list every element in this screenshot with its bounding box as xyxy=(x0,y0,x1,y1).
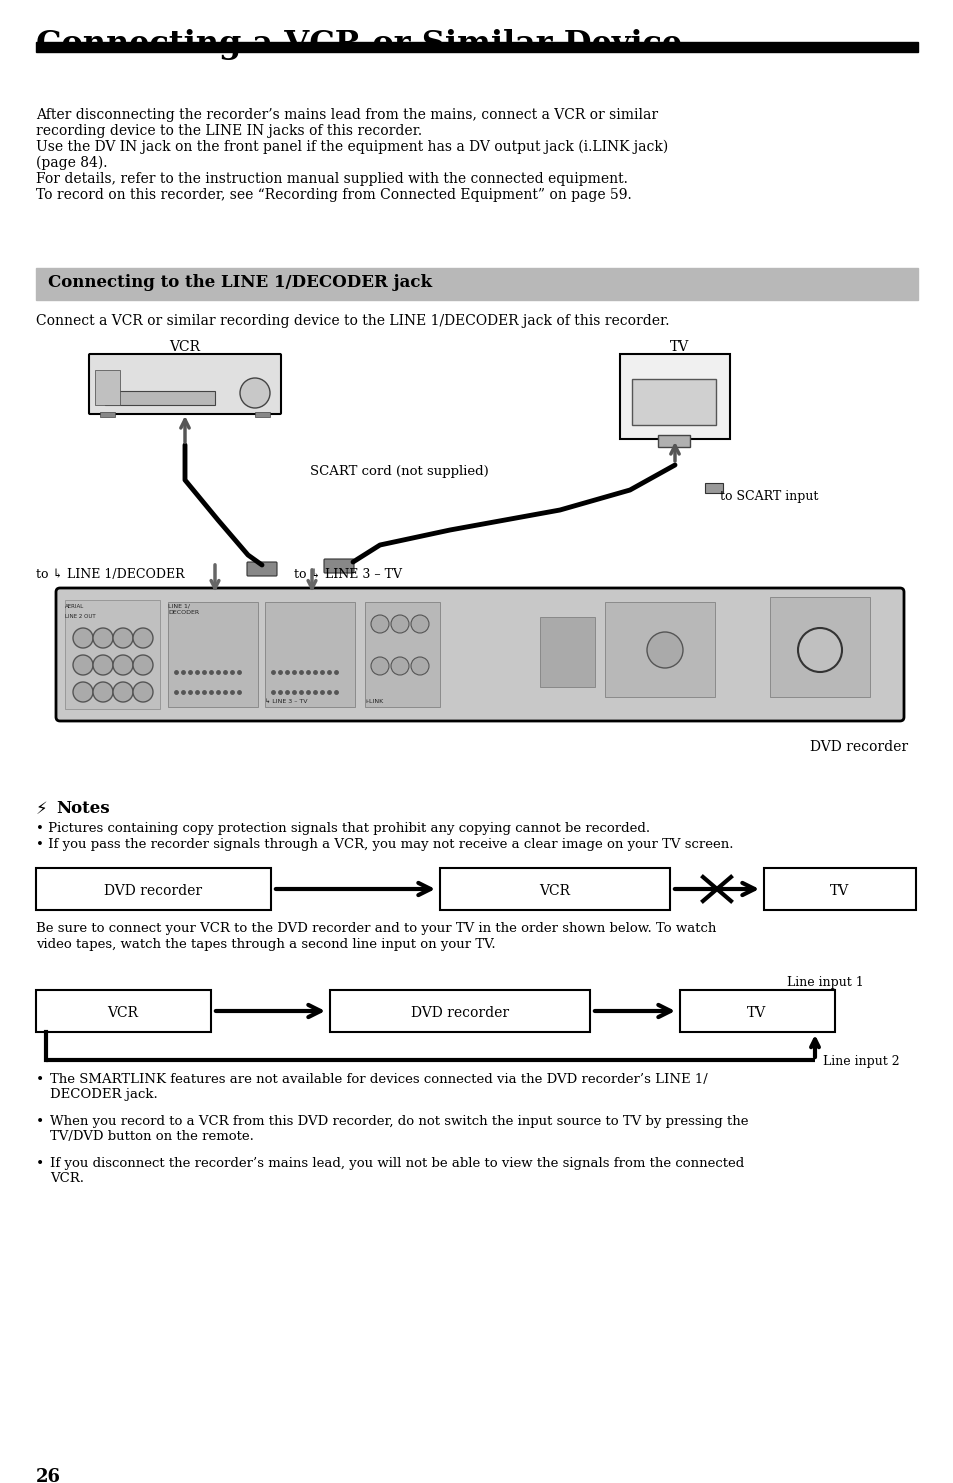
Text: VCR: VCR xyxy=(539,884,570,899)
Circle shape xyxy=(240,378,270,408)
Text: When you record to a VCR from this DVD recorder, do not switch the input source : When you record to a VCR from this DVD r… xyxy=(50,1115,748,1129)
Bar xyxy=(330,991,589,1032)
Text: Line input 2: Line input 2 xyxy=(822,1054,899,1068)
Text: recording device to the LINE IN jacks of this recorder.: recording device to the LINE IN jacks of… xyxy=(36,125,421,138)
Text: •: • xyxy=(36,1074,44,1087)
Text: SCART cord (not supplied): SCART cord (not supplied) xyxy=(310,466,488,478)
Circle shape xyxy=(797,627,841,672)
Text: LINE 1/
DECODER: LINE 1/ DECODER xyxy=(168,604,199,615)
Text: to ↳ LINE 1/DECODER: to ↳ LINE 1/DECODER xyxy=(36,568,185,581)
Text: DVD recorder: DVD recorder xyxy=(104,884,202,899)
Circle shape xyxy=(73,682,92,701)
Bar xyxy=(36,42,917,52)
Bar xyxy=(65,601,160,709)
Text: AERIAL: AERIAL xyxy=(65,604,84,610)
Text: LINE 2 OUT: LINE 2 OUT xyxy=(65,614,95,618)
Bar xyxy=(36,991,211,1032)
FancyBboxPatch shape xyxy=(89,354,281,414)
Circle shape xyxy=(112,682,132,701)
Circle shape xyxy=(391,657,409,675)
Text: After disconnecting the recorder’s mains lead from the mains, connect a VCR or s: After disconnecting the recorder’s mains… xyxy=(36,108,658,122)
FancyBboxPatch shape xyxy=(56,587,903,721)
Text: For details, refer to the instruction manual supplied with the connected equipme: For details, refer to the instruction ma… xyxy=(36,172,627,185)
Bar xyxy=(365,602,439,707)
Circle shape xyxy=(371,657,389,675)
Text: TV: TV xyxy=(670,340,689,354)
Bar xyxy=(763,868,915,911)
Text: If you disconnect the recorder’s mains lead, you will not be able to view the si: If you disconnect the recorder’s mains l… xyxy=(50,1157,743,1170)
Text: • If you pass the recorder signals through a VCR, you may not receive a clear im: • If you pass the recorder signals throu… xyxy=(36,838,733,851)
Bar xyxy=(100,412,115,417)
Bar xyxy=(704,483,722,492)
Text: to ↳ LINE 3 – TV: to ↳ LINE 3 – TV xyxy=(294,568,401,581)
Text: • Pictures containing copy protection signals that prohibit any copying cannot b: • Pictures containing copy protection si… xyxy=(36,822,649,835)
Bar xyxy=(254,412,270,417)
Bar xyxy=(265,602,355,707)
Text: ↳ LINE 3 – TV: ↳ LINE 3 – TV xyxy=(265,698,307,704)
Text: Connecting to the LINE 1/DECODER jack: Connecting to the LINE 1/DECODER jack xyxy=(48,274,432,291)
Text: Connect a VCR or similar recording device to the LINE 1/DECODER jack of this rec: Connect a VCR or similar recording devic… xyxy=(36,314,669,328)
Text: •: • xyxy=(36,1157,44,1172)
Text: VCR.: VCR. xyxy=(50,1172,84,1185)
FancyBboxPatch shape xyxy=(247,562,276,575)
Bar xyxy=(539,617,595,687)
Circle shape xyxy=(92,682,112,701)
Circle shape xyxy=(411,657,429,675)
Circle shape xyxy=(411,615,429,633)
Text: Be sure to connect your VCR to the DVD recorder and to your TV in the order show: Be sure to connect your VCR to the DVD r… xyxy=(36,922,716,934)
FancyBboxPatch shape xyxy=(324,559,354,572)
Bar xyxy=(36,868,271,911)
Circle shape xyxy=(132,627,152,648)
Bar xyxy=(631,380,716,426)
Circle shape xyxy=(371,615,389,633)
Text: VCR: VCR xyxy=(108,1005,138,1020)
Text: DECODER jack.: DECODER jack. xyxy=(50,1089,157,1100)
Text: 26: 26 xyxy=(36,1468,61,1483)
Bar xyxy=(105,392,214,405)
Circle shape xyxy=(112,655,132,675)
Circle shape xyxy=(646,632,682,667)
Text: To record on this recorder, see “Recording from Connected Equipment” on page 59.: To record on this recorder, see “Recordi… xyxy=(36,188,631,202)
Bar xyxy=(679,991,834,1032)
Circle shape xyxy=(92,627,112,648)
Text: (page 84).: (page 84). xyxy=(36,156,108,171)
Circle shape xyxy=(92,655,112,675)
Bar xyxy=(658,435,689,446)
Bar xyxy=(439,868,669,911)
Text: ⚡: ⚡ xyxy=(36,799,48,819)
Text: to SCART input: to SCART input xyxy=(720,489,818,503)
Bar xyxy=(168,602,257,707)
Text: Notes: Notes xyxy=(56,799,110,817)
Circle shape xyxy=(132,682,152,701)
Text: Use the DV IN jack on the front panel if the equipment has a DV output jack (i.L: Use the DV IN jack on the front panel if… xyxy=(36,139,667,154)
Bar xyxy=(36,268,917,300)
Text: TV/DVD button on the remote.: TV/DVD button on the remote. xyxy=(50,1130,253,1143)
Text: VCR: VCR xyxy=(170,340,200,354)
Text: DVD recorder: DVD recorder xyxy=(809,740,907,753)
Text: i-LINK: i-LINK xyxy=(365,698,383,704)
Bar xyxy=(604,602,714,697)
Text: Connecting a VCR or Similar Device: Connecting a VCR or Similar Device xyxy=(36,30,681,59)
Circle shape xyxy=(73,627,92,648)
Bar xyxy=(95,369,120,405)
Circle shape xyxy=(73,655,92,675)
Text: TV: TV xyxy=(746,1005,766,1020)
Text: •: • xyxy=(36,1115,44,1129)
Text: DVD recorder: DVD recorder xyxy=(411,1005,509,1020)
Circle shape xyxy=(112,627,132,648)
Text: The SMARTLINK features are not available for devices connected via the DVD recor: The SMARTLINK features are not available… xyxy=(50,1074,707,1086)
Text: video tapes, watch the tapes through a second line input on your TV.: video tapes, watch the tapes through a s… xyxy=(36,939,496,951)
Circle shape xyxy=(391,615,409,633)
Bar xyxy=(769,598,869,697)
Circle shape xyxy=(132,655,152,675)
Text: TV: TV xyxy=(829,884,849,899)
Bar xyxy=(619,354,729,439)
Text: Line input 1: Line input 1 xyxy=(786,976,862,989)
